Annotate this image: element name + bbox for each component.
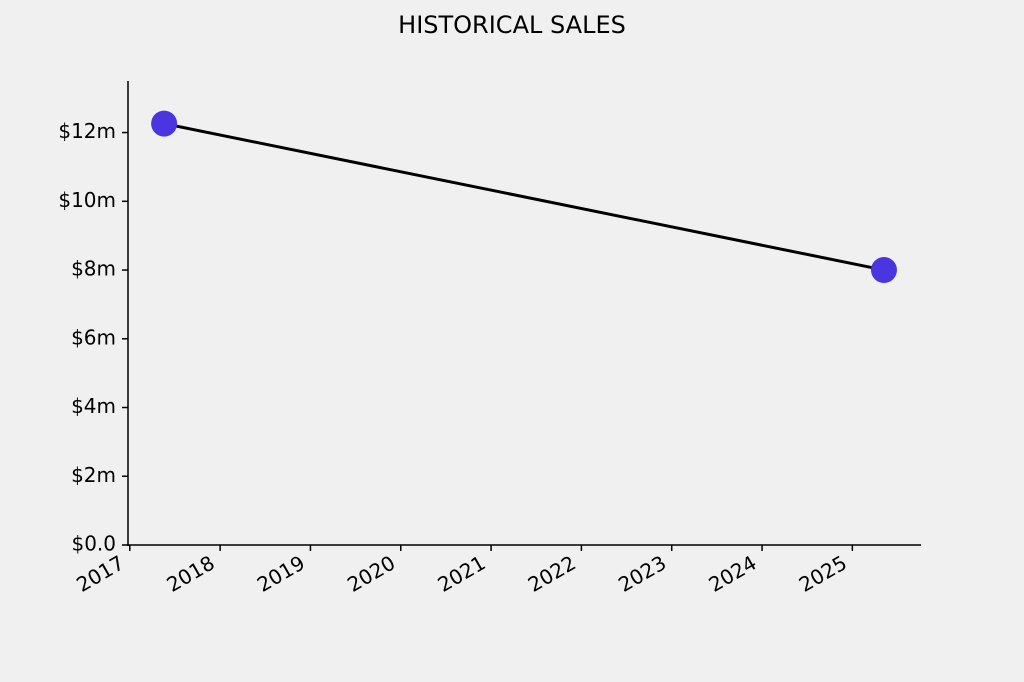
y-tick-label: $6m	[71, 325, 116, 349]
line	[163, 122, 885, 272]
y-tick-label: $4m	[71, 394, 116, 418]
y-tick-label: $10m	[58, 188, 116, 212]
y-tick-label: $0.0	[71, 532, 116, 556]
point	[151, 110, 178, 137]
y-tick-label: $12m	[58, 119, 116, 143]
y-tick-label: $2m	[71, 463, 116, 487]
y-tick-label: $8m	[71, 257, 116, 281]
point	[870, 257, 897, 284]
chart-title: HISTORICAL SALES	[398, 11, 626, 39]
